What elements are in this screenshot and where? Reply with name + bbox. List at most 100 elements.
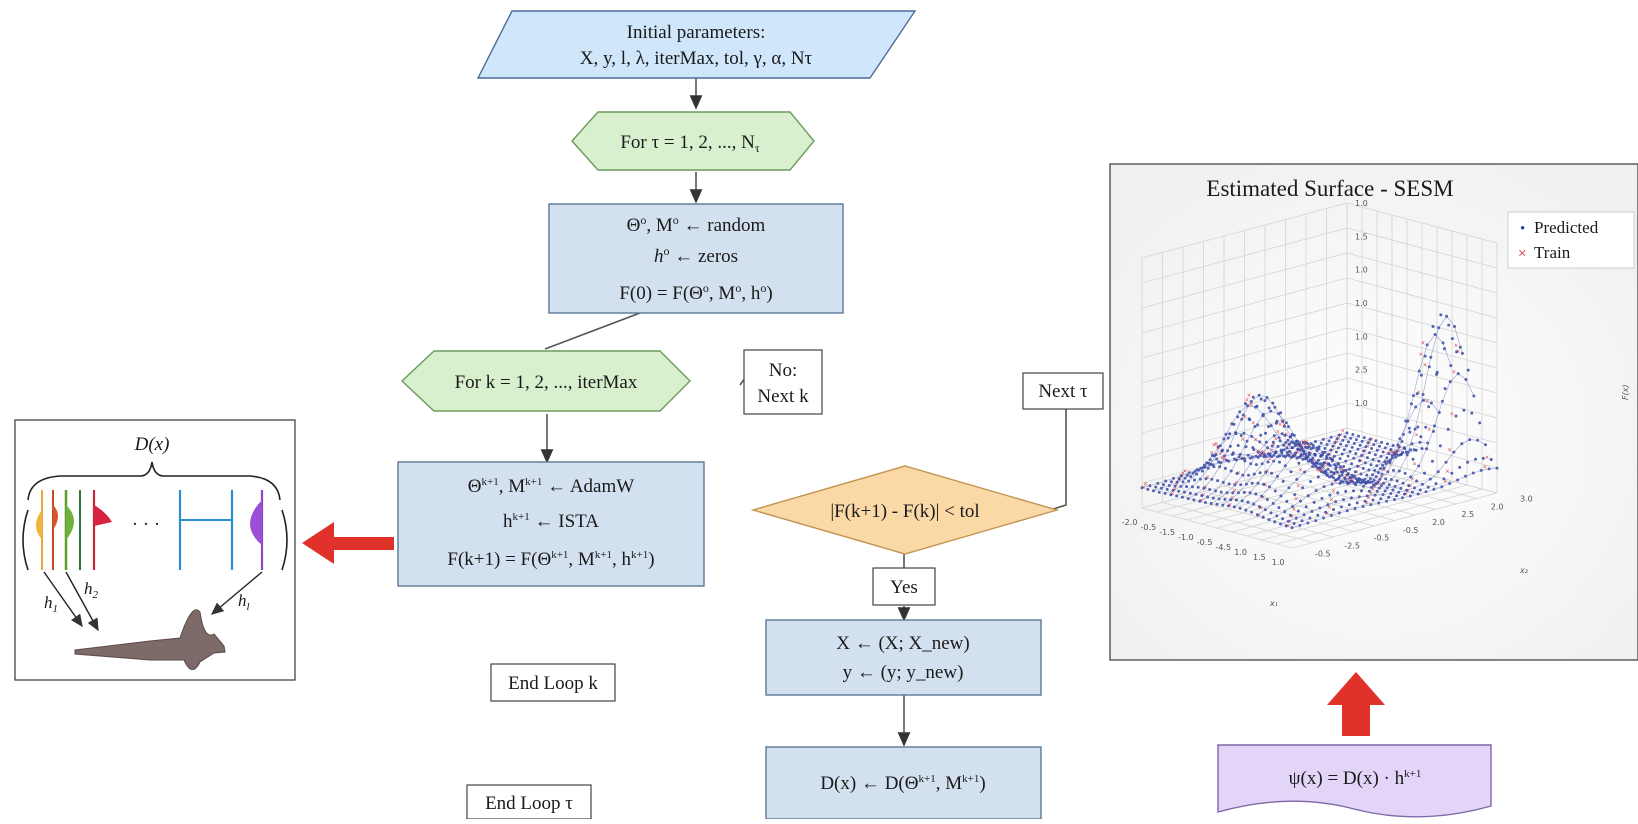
predicted-point — [1369, 463, 1373, 467]
train-point: × — [1340, 464, 1345, 473]
predicted-point — [1342, 448, 1346, 452]
predicted-point — [1200, 469, 1204, 473]
h1-arrow — [43, 571, 83, 628]
train-point: × — [1262, 448, 1267, 457]
predicted-point — [1389, 448, 1393, 451]
train-point: × — [1210, 448, 1215, 457]
predicted-point — [1334, 467, 1338, 471]
predicted-point — [1238, 506, 1242, 510]
predicted-point — [1415, 392, 1419, 396]
predicted-point — [1339, 505, 1343, 509]
end-loop-k-node: End Loop k — [490, 663, 616, 702]
predicted-point — [1381, 463, 1385, 467]
predicted-point — [1162, 483, 1165, 487]
predicted-point — [1259, 433, 1263, 437]
y-tick-label: -0.5 — [1374, 534, 1390, 543]
x-tick-label: -1.0 — [1178, 533, 1194, 542]
dictionary-title: D(x) — [134, 434, 170, 455]
x-tick-label: -4.5 — [1216, 543, 1232, 552]
predicted-point — [1258, 471, 1262, 475]
train-point: × — [1456, 347, 1461, 356]
train-point: × — [1228, 501, 1233, 510]
train-point: × — [1274, 435, 1279, 444]
predicted-point — [1454, 414, 1458, 418]
predicted-point — [1450, 337, 1454, 341]
predicted-point — [1185, 485, 1189, 489]
z-tick-label: 2.5 — [1355, 366, 1368, 375]
train-point: × — [1338, 464, 1343, 473]
train-point: × — [1394, 448, 1399, 457]
grid-line — [1141, 202, 1348, 259]
legend-predicted-marker: • — [1520, 221, 1525, 237]
predicted-point — [1376, 480, 1380, 484]
train-point: × — [1412, 460, 1417, 469]
train-point: × — [1447, 446, 1452, 455]
train-point: × — [1143, 479, 1148, 488]
predicted-point — [1327, 439, 1331, 443]
train-point: × — [1341, 427, 1346, 436]
surface-mesh-line — [1291, 467, 1498, 528]
predicted-point — [1252, 448, 1256, 452]
predicted-point — [1285, 499, 1289, 503]
predicted-point — [1248, 418, 1252, 422]
train-point: × — [1276, 427, 1281, 436]
condition-label: |F(k+1) - F(k)| < tol — [830, 501, 979, 522]
train-point: × — [1325, 509, 1330, 518]
train-point: × — [1286, 441, 1291, 450]
predicted-point — [1200, 494, 1204, 498]
y-axis-label: x₂ — [1519, 566, 1529, 575]
predicted-point — [1286, 438, 1290, 442]
dict-update-label: D(x) ← D(Θk+1, Mk+1) — [820, 773, 985, 794]
predicted-point — [1350, 462, 1354, 466]
train-point: × — [1328, 450, 1333, 459]
dictionary-ellipsis: · · · — [132, 514, 160, 535]
surface-mesh-line — [1164, 432, 1371, 494]
surface-mesh-line — [1234, 400, 1440, 508]
y-tick-label: 2.5 — [1461, 510, 1474, 519]
surface-points: ××××××××××××××××× ×××××××××××××× ×××××××××… — [1140, 313, 1499, 530]
predicted-point — [1346, 454, 1350, 458]
train-point: × — [1416, 388, 1421, 397]
train-point: × — [1319, 466, 1324, 475]
init-line-2: ho ← zeros — [654, 244, 738, 267]
dictionary-right-bracket — [281, 509, 288, 571]
predicted-point — [1247, 473, 1250, 477]
predicted-point — [1261, 515, 1265, 519]
predicted-point — [1242, 491, 1246, 494]
predicted-point — [1270, 444, 1274, 448]
surface-mesh-line — [1280, 439, 1486, 525]
predicted-point — [1288, 449, 1292, 453]
predicted-point — [1188, 491, 1192, 495]
predicted-point — [1373, 453, 1377, 457]
input-line-2: X, y, l, λ, iterMax, tol, γ, α, Nτ — [580, 48, 813, 69]
predicted-point — [1250, 510, 1254, 514]
predicted-point — [1234, 498, 1238, 502]
predicted-point — [1297, 461, 1301, 465]
train-point: × — [1296, 481, 1301, 490]
update-line-1: Θk+1, Mk+1 ← AdamW — [468, 476, 634, 497]
train-point: × — [1410, 475, 1415, 484]
predicted-point — [1419, 435, 1423, 439]
train-point: × — [1298, 466, 1303, 475]
predicted-point — [1265, 498, 1269, 501]
train-point: × — [1212, 441, 1217, 450]
predicted-point — [1280, 451, 1284, 455]
predicted-point — [1322, 461, 1326, 465]
predicted-point — [1420, 447, 1424, 451]
grid-line — [1285, 469, 1436, 510]
predicted-point — [1470, 411, 1474, 415]
x-tick-label: 1.0 — [1234, 548, 1247, 557]
predicted-point — [1466, 460, 1470, 464]
predicted-point — [1385, 456, 1389, 460]
grid-line — [1346, 327, 1498, 369]
predicted-point — [1430, 459, 1434, 463]
train-point: × — [1371, 485, 1376, 494]
predicted-point — [1323, 446, 1327, 450]
train-point: × — [1288, 517, 1293, 526]
dictionary-panel: D(x) · · · h1 h2 h — [14, 419, 296, 681]
predicted-point — [1330, 459, 1334, 463]
predicted-point — [1304, 505, 1308, 509]
predicted-point — [1284, 524, 1288, 528]
predicted-point — [1275, 419, 1279, 423]
predicted-point — [1458, 465, 1462, 469]
